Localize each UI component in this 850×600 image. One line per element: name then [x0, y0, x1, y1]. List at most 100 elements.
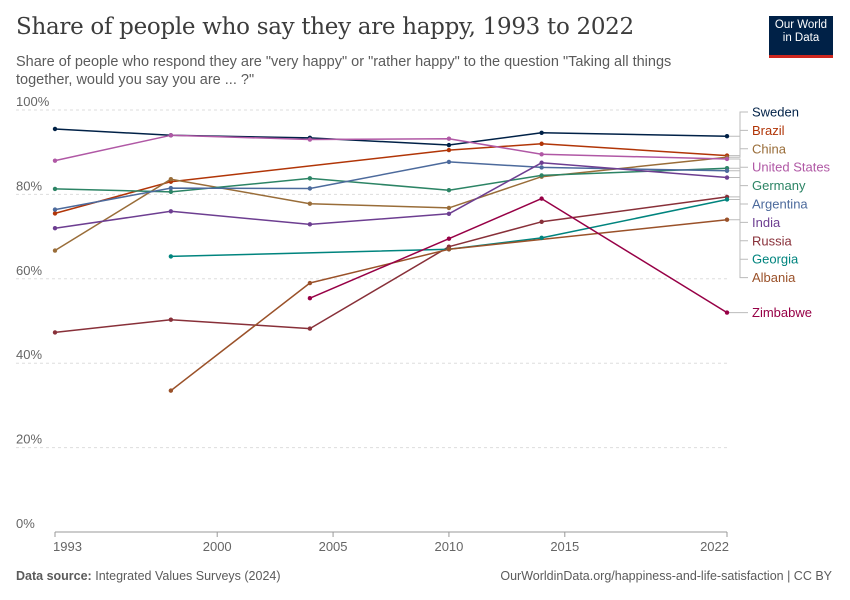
series-line-georgia[interactable]: [170, 198, 728, 258]
data-point[interactable]: [446, 236, 452, 241]
footer-attribution[interactable]: OurWorldinData.org/happiness-and-life-sa…: [500, 569, 832, 583]
legend-label-china[interactable]: China: [752, 141, 787, 156]
data-point[interactable]: [52, 211, 58, 216]
data-point[interactable]: [724, 156, 730, 162]
legend-leader-line: [729, 148, 748, 158]
y-tick-label: 80%: [16, 178, 42, 193]
data-point[interactable]: [168, 133, 174, 138]
data-source: Data source: Integrated Values Surveys (…: [16, 569, 281, 583]
data-point[interactable]: [52, 330, 58, 335]
chart-subtitle: Share of people who respond they are "ve…: [16, 54, 672, 88]
legend-leader-line: [729, 199, 748, 260]
series-line-sweden[interactable]: [54, 128, 728, 146]
data-point[interactable]: [539, 173, 544, 178]
data-point[interactable]: [446, 159, 452, 165]
data-point[interactable]: [539, 165, 544, 170]
data-point[interactable]: [52, 225, 58, 231]
data-point[interactable]: [724, 175, 730, 180]
owid-logo[interactable]: Our World in Data: [769, 16, 833, 58]
data-point[interactable]: [168, 177, 174, 182]
data-point[interactable]: [307, 326, 313, 331]
series-line-united-states[interactable]: [54, 134, 728, 162]
y-tick-label: 0%: [16, 516, 35, 531]
data-point[interactable]: [307, 280, 313, 286]
data-point[interactable]: [539, 141, 544, 146]
data-point[interactable]: [539, 160, 544, 165]
legend-leader-line: [729, 219, 748, 279]
data-point[interactable]: [52, 248, 58, 253]
x-tick-label: 2015: [550, 539, 579, 554]
legend-label-india[interactable]: India: [752, 215, 781, 230]
data-point[interactable]: [52, 207, 58, 212]
data-point[interactable]: [52, 186, 58, 192]
legend-label-united-states[interactable]: United States: [752, 160, 831, 175]
data-point[interactable]: [168, 254, 174, 259]
data-point[interactable]: [307, 186, 313, 191]
legend-leader-line: [729, 196, 748, 242]
data-point[interactable]: [446, 205, 452, 211]
logo-line-1: Our World: [774, 19, 828, 31]
data-point[interactable]: [168, 189, 174, 195]
data-point[interactable]: [168, 388, 174, 393]
x-tick-label: 2005: [319, 539, 348, 554]
legend-label-zimbabwe[interactable]: Zimbabwe: [752, 305, 812, 320]
legend-label-germany[interactable]: Germany: [752, 178, 806, 193]
data-point[interactable]: [307, 222, 313, 227]
legend-label-georgia[interactable]: Georgia: [752, 252, 799, 267]
legend-leader-layer: [729, 111, 748, 314]
data-point[interactable]: [168, 185, 174, 191]
data-point[interactable]: [307, 137, 313, 142]
data-point[interactable]: [724, 310, 730, 315]
y-tick-label: 40%: [16, 347, 42, 362]
y-tick-label: 20%: [16, 432, 42, 447]
data-point[interactable]: [446, 211, 452, 217]
data-point[interactable]: [446, 187, 452, 193]
data-point[interactable]: [446, 147, 452, 153]
data-point[interactable]: [307, 201, 313, 206]
data-source-text: Integrated Values Surveys (2024): [95, 569, 281, 583]
y-tick-label: 100%: [16, 94, 50, 109]
series-line-india[interactable]: [54, 162, 728, 229]
data-point[interactable]: [446, 136, 452, 141]
data-source-label: Data source:: [16, 569, 92, 583]
axis-layer: 0% 20% 40% 60% 80% 100% 1993 2000 2005 2010 2015 20…: [16, 94, 729, 554]
data-point[interactable]: [52, 158, 58, 163]
legend-layer: Sweden Brazil China United States Germany Arg…: [752, 105, 831, 321]
series-points-layer: [52, 126, 730, 393]
data-point[interactable]: [446, 142, 452, 148]
data-point[interactable]: [724, 217, 730, 222]
legend-label-albania[interactable]: Albania: [752, 270, 796, 285]
data-point[interactable]: [168, 209, 174, 214]
legend-label-brazil[interactable]: Brazil: [752, 123, 785, 138]
series-lines-layer: [54, 128, 728, 392]
series-line-china[interactable]: [54, 156, 728, 252]
x-tick-label: 2010: [434, 539, 463, 554]
data-point[interactable]: [539, 130, 544, 135]
data-point[interactable]: [168, 317, 174, 322]
legend-label-russia[interactable]: Russia: [752, 233, 793, 248]
data-point[interactable]: [539, 219, 544, 225]
data-point[interactable]: [724, 168, 730, 173]
x-tick-label: 2022: [700, 539, 729, 554]
legend-label-sweden[interactable]: Sweden: [752, 105, 799, 120]
series-line-zimbabwe[interactable]: [309, 197, 728, 314]
data-point[interactable]: [52, 126, 58, 132]
data-point[interactable]: [307, 296, 313, 301]
data-point[interactable]: [539, 235, 544, 241]
legend-leader-line: [729, 158, 748, 168]
series-line-russia[interactable]: [54, 196, 728, 334]
data-point[interactable]: [539, 196, 544, 201]
data-point[interactable]: [446, 247, 452, 252]
series-line-argentina[interactable]: [54, 161, 728, 211]
legend-label-argentina[interactable]: Argentina: [752, 197, 808, 212]
data-point[interactable]: [724, 197, 730, 202]
legend-leader-line: [729, 111, 748, 137]
series-line-brazil[interactable]: [54, 143, 728, 215]
data-point[interactable]: [307, 176, 313, 181]
data-point[interactable]: [539, 152, 544, 157]
y-tick-label: 60%: [16, 263, 42, 278]
series-line-albania[interactable]: [170, 218, 728, 392]
legend-leader-line: [729, 129, 748, 157]
data-point[interactable]: [724, 133, 730, 139]
